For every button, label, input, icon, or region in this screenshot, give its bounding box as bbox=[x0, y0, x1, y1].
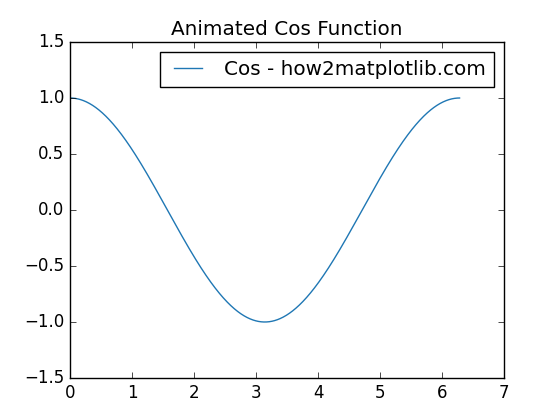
Cos - how2matplotlib.com bbox=[224, 300, 231, 305]
Cos - how2matplotlib.com bbox=[371, 186, 377, 191]
Cos - how2matplotlib.com bbox=[334, 250, 341, 255]
Cos - how2matplotlib.com bbox=[456, 95, 463, 100]
Line: Cos - how2matplotlib.com: Cos - how2matplotlib.com bbox=[70, 98, 460, 322]
Legend: Cos - how2matplotlib.com: Cos - how2matplotlib.com bbox=[160, 52, 494, 87]
Cos - how2matplotlib.com bbox=[261, 320, 268, 325]
Cos - how2matplotlib.com bbox=[238, 312, 245, 317]
Cos - how2matplotlib.com bbox=[106, 118, 113, 123]
Cos - how2matplotlib.com bbox=[67, 95, 73, 100]
Cos - how2matplotlib.com bbox=[378, 174, 385, 179]
Title: Animated Cos Function: Animated Cos Function bbox=[171, 20, 403, 39]
